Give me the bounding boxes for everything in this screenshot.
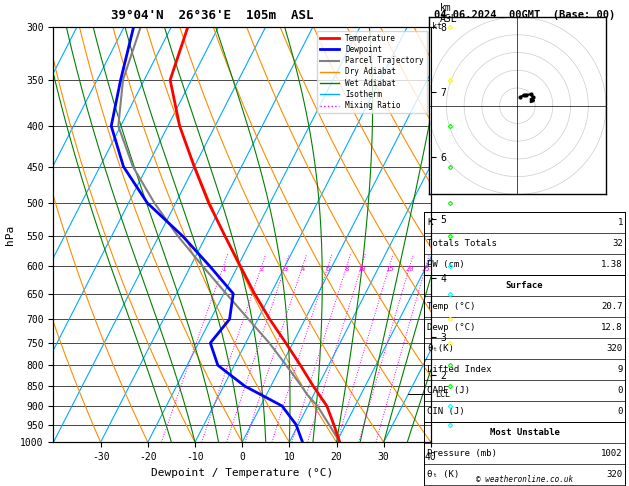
Text: 39°04'N  26°36'E  105m  ASL: 39°04'N 26°36'E 105m ASL <box>111 9 313 22</box>
Text: 9: 9 <box>617 365 623 374</box>
Text: Dewp (°C): Dewp (°C) <box>428 323 476 332</box>
Text: 4: 4 <box>301 266 305 272</box>
Text: 20.7: 20.7 <box>601 302 623 311</box>
Text: 1.38: 1.38 <box>601 260 623 269</box>
Legend: Temperature, Dewpoint, Parcel Trajectory, Dry Adiabat, Wet Adiabat, Isotherm, Mi: Temperature, Dewpoint, Parcel Trajectory… <box>317 31 427 113</box>
Text: 32: 32 <box>612 239 623 248</box>
Text: 04.06.2024  00GMT  (Base: 00): 04.06.2024 00GMT (Base: 00) <box>434 10 615 20</box>
Text: Lifted Index: Lifted Index <box>428 365 492 374</box>
Y-axis label: hPa: hPa <box>4 225 14 244</box>
Text: km
ASL: km ASL <box>440 3 458 24</box>
Text: 1002: 1002 <box>601 449 623 458</box>
Text: θₜ (K): θₜ (K) <box>428 470 460 479</box>
Text: © weatheronline.co.uk: © weatheronline.co.uk <box>476 474 573 484</box>
Text: 3: 3 <box>283 266 287 272</box>
Text: Pressure (mb): Pressure (mb) <box>428 449 498 458</box>
Text: 10: 10 <box>357 266 366 272</box>
Text: 1: 1 <box>617 218 623 227</box>
X-axis label: Dewpoint / Temperature (°C): Dewpoint / Temperature (°C) <box>151 468 333 478</box>
Text: K: K <box>428 218 433 227</box>
Text: Most Unstable: Most Unstable <box>489 428 560 437</box>
Text: 6: 6 <box>326 266 330 272</box>
Text: PW (cm): PW (cm) <box>428 260 465 269</box>
Text: 0: 0 <box>617 386 623 395</box>
Text: CIN (J): CIN (J) <box>428 407 465 416</box>
Text: 15: 15 <box>385 266 394 272</box>
Text: θₜ(K): θₜ(K) <box>428 344 454 353</box>
Text: 12.8: 12.8 <box>601 323 623 332</box>
Text: 2: 2 <box>260 266 264 272</box>
Text: 1: 1 <box>221 266 226 272</box>
Text: 25: 25 <box>421 266 430 272</box>
Text: LCL: LCL <box>435 390 450 399</box>
Text: 20: 20 <box>406 266 414 272</box>
Text: 320: 320 <box>606 470 623 479</box>
Text: Temp (°C): Temp (°C) <box>428 302 476 311</box>
Text: 320: 320 <box>606 344 623 353</box>
Text: 8: 8 <box>345 266 349 272</box>
Text: 0: 0 <box>617 407 623 416</box>
Text: CAPE (J): CAPE (J) <box>428 386 470 395</box>
Text: kt: kt <box>432 22 442 32</box>
Text: Totals Totals: Totals Totals <box>428 239 498 248</box>
Text: Surface: Surface <box>506 281 543 290</box>
